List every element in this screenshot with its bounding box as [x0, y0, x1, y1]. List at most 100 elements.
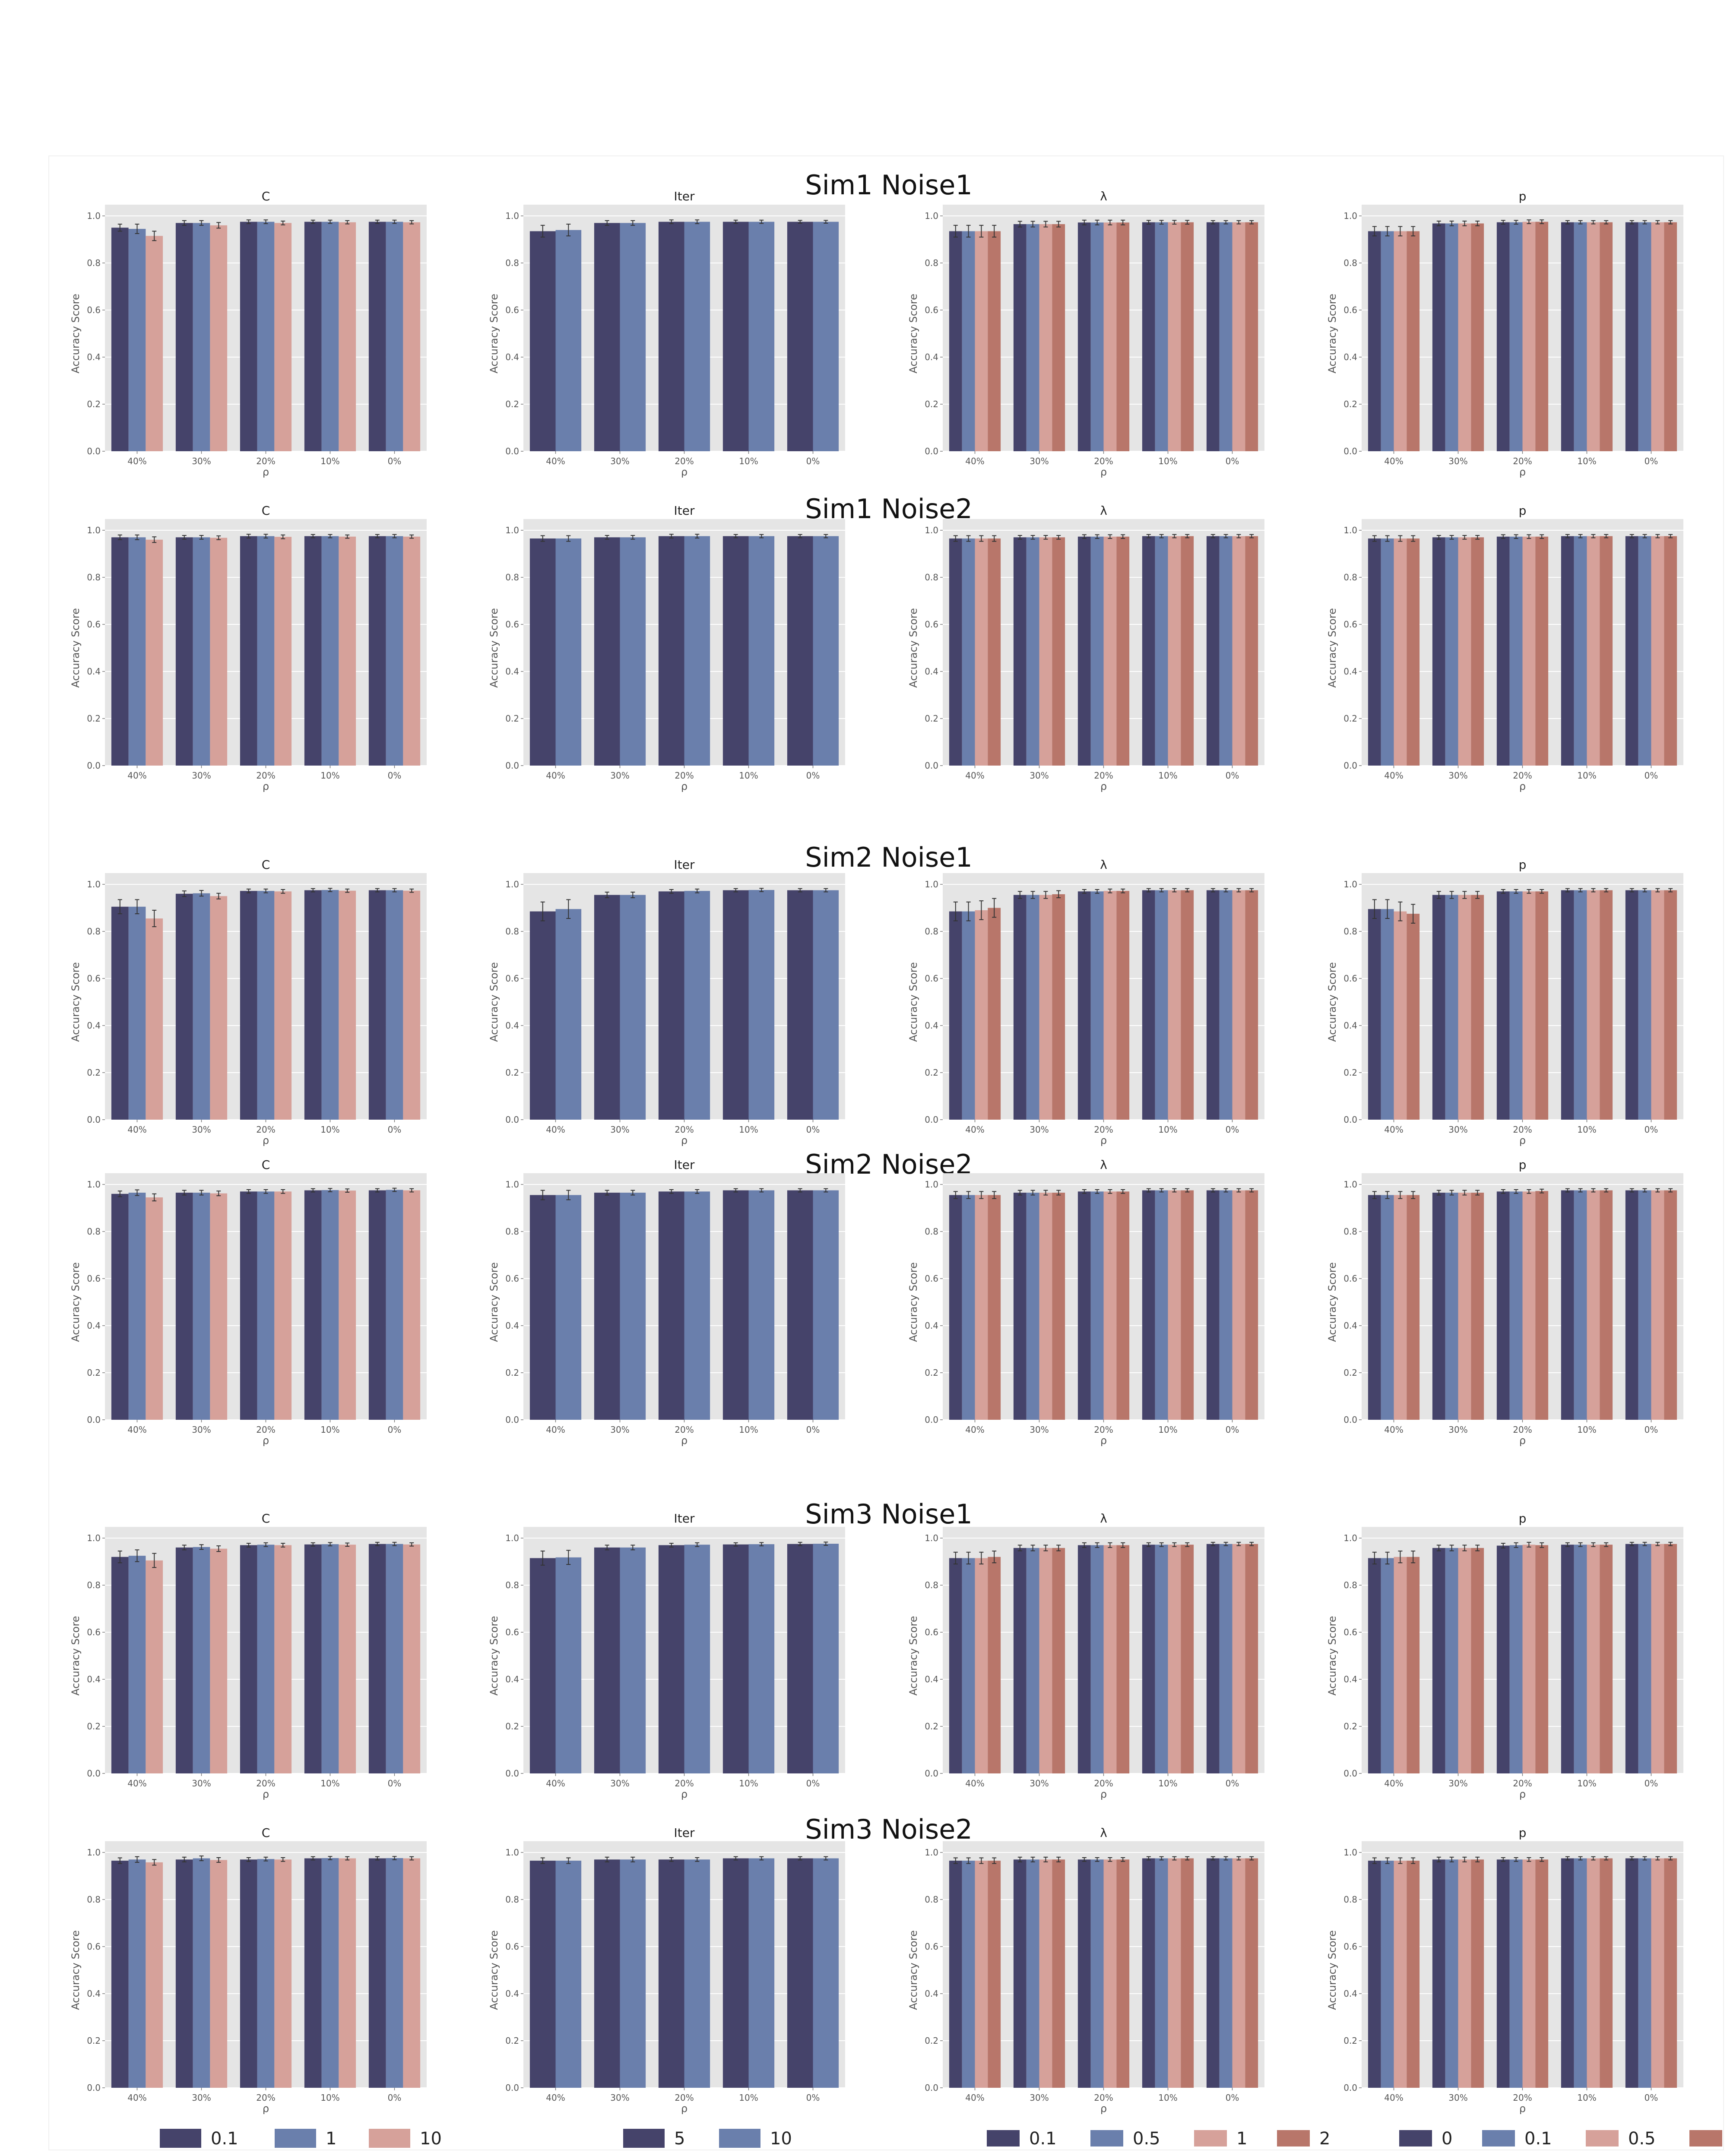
x-tick-label: 10% — [1577, 456, 1596, 466]
y-tick-label: 0.2 — [87, 1368, 101, 1378]
bar — [748, 890, 775, 1120]
bar — [128, 1859, 146, 2088]
y-tick-label: 1.0 — [925, 1179, 938, 1190]
y-axis-label: Accuracy Score — [1326, 608, 1338, 687]
x-tick-label: 30% — [1030, 770, 1049, 781]
bar — [1232, 1858, 1245, 2088]
bar — [1458, 1193, 1471, 1420]
x-tick-label: 30% — [192, 456, 211, 466]
bar — [1090, 891, 1104, 1120]
x-tick-label: 0% — [806, 1778, 820, 1789]
bar — [1368, 1861, 1381, 2088]
bar — [620, 223, 646, 451]
y-tick-label: 0.6 — [925, 305, 938, 315]
y-axis-label: Accuracy Score — [488, 1930, 500, 2010]
bar — [304, 1544, 322, 1773]
x-tick-label: 20% — [1513, 1124, 1532, 1135]
y-tick-label: 0.4 — [505, 666, 519, 677]
y-tick-label: 0.2 — [1343, 713, 1357, 724]
bar — [1664, 1544, 1677, 1773]
bar — [1432, 537, 1445, 766]
bar — [1039, 537, 1052, 766]
bar — [111, 1861, 129, 2088]
y-tick-label: 0.2 — [505, 2036, 519, 2046]
bar — [1142, 222, 1155, 451]
x-tick-label: 0% — [1644, 2093, 1658, 2103]
x-tick-label: 10% — [320, 2093, 339, 2103]
bar — [386, 1190, 403, 1420]
y-axis-label: Accuracy Score — [488, 962, 500, 1042]
y-tick-label: 0.8 — [925, 572, 938, 583]
x-tick-label: 0% — [806, 1425, 820, 1435]
bar — [1103, 536, 1117, 766]
y-tick-label: 0.4 — [505, 1320, 519, 1331]
bar — [321, 1544, 339, 1773]
x-tick-label: 40% — [965, 1425, 984, 1435]
y-tick-label: 0.6 — [87, 1627, 101, 1637]
y-axis-label: Accuracy Score — [488, 1616, 500, 1695]
x-tick-label: 20% — [1094, 770, 1113, 781]
bar — [975, 1195, 988, 1420]
bar — [1381, 231, 1394, 451]
x-tick-label: 40% — [127, 770, 146, 781]
bar — [1039, 224, 1052, 451]
bar — [1219, 222, 1233, 451]
bar — [684, 1545, 710, 1773]
bar — [594, 1193, 620, 1420]
bar — [962, 1861, 975, 2088]
bar — [748, 1858, 775, 2088]
panel-title: C — [262, 858, 270, 872]
x-tick-label: 40% — [1384, 456, 1403, 466]
panel-title: Iter — [674, 189, 695, 203]
x-tick-label: 40% — [965, 770, 984, 781]
bar — [1535, 1859, 1549, 2088]
x-axis-label: ρ — [263, 780, 269, 792]
bar — [339, 222, 356, 451]
bar — [1600, 890, 1613, 1120]
bar — [555, 1557, 582, 1773]
x-tick-label: 30% — [1448, 1425, 1467, 1435]
x-tick-label: 40% — [546, 2093, 565, 2103]
x-axis-label: ρ — [263, 1788, 269, 1800]
panel-title: Iter — [674, 1158, 695, 1172]
x-tick-label: 20% — [256, 2093, 275, 2103]
bar — [1394, 1557, 1407, 1773]
bar — [555, 230, 582, 451]
bar — [684, 536, 710, 766]
bar — [111, 537, 129, 766]
bar — [1574, 890, 1587, 1120]
x-tick-label: 0% — [1226, 770, 1239, 781]
bar — [555, 1195, 582, 1420]
bar — [1052, 1859, 1065, 2088]
bar — [1039, 1859, 1052, 2088]
bar — [620, 1547, 646, 1773]
bar — [1381, 1558, 1394, 1773]
bar — [748, 222, 775, 451]
bar — [620, 895, 646, 1120]
bar — [1587, 1545, 1600, 1773]
bar — [1116, 536, 1130, 766]
bar — [240, 222, 257, 451]
bar — [1432, 1548, 1445, 1773]
bar — [403, 222, 421, 451]
legend-swatch — [275, 2129, 316, 2148]
x-tick-label: 30% — [610, 456, 629, 466]
y-tick-label: 0.6 — [925, 973, 938, 984]
y-axis-label: Accuracy Score — [488, 1262, 500, 1342]
y-tick-label: 0.8 — [1343, 572, 1357, 583]
y-axis-label: Accuracy Score — [1326, 962, 1338, 1042]
bar — [1471, 223, 1484, 451]
bar — [146, 918, 163, 1120]
panel-title: C — [262, 1826, 270, 1840]
y-axis-label: Accuracy Score — [1326, 1262, 1338, 1342]
bar — [1509, 222, 1523, 451]
bar — [274, 223, 292, 451]
x-tick-label: 40% — [546, 1778, 565, 1789]
bar — [1026, 1193, 1039, 1420]
bar — [368, 890, 386, 1120]
x-tick-label: 10% — [1577, 1778, 1596, 1789]
x-tick-label: 0% — [1644, 1425, 1658, 1435]
y-axis-label: Accuracy Score — [907, 1930, 919, 2010]
bar — [1471, 1193, 1484, 1420]
bar — [1445, 1859, 1458, 2088]
